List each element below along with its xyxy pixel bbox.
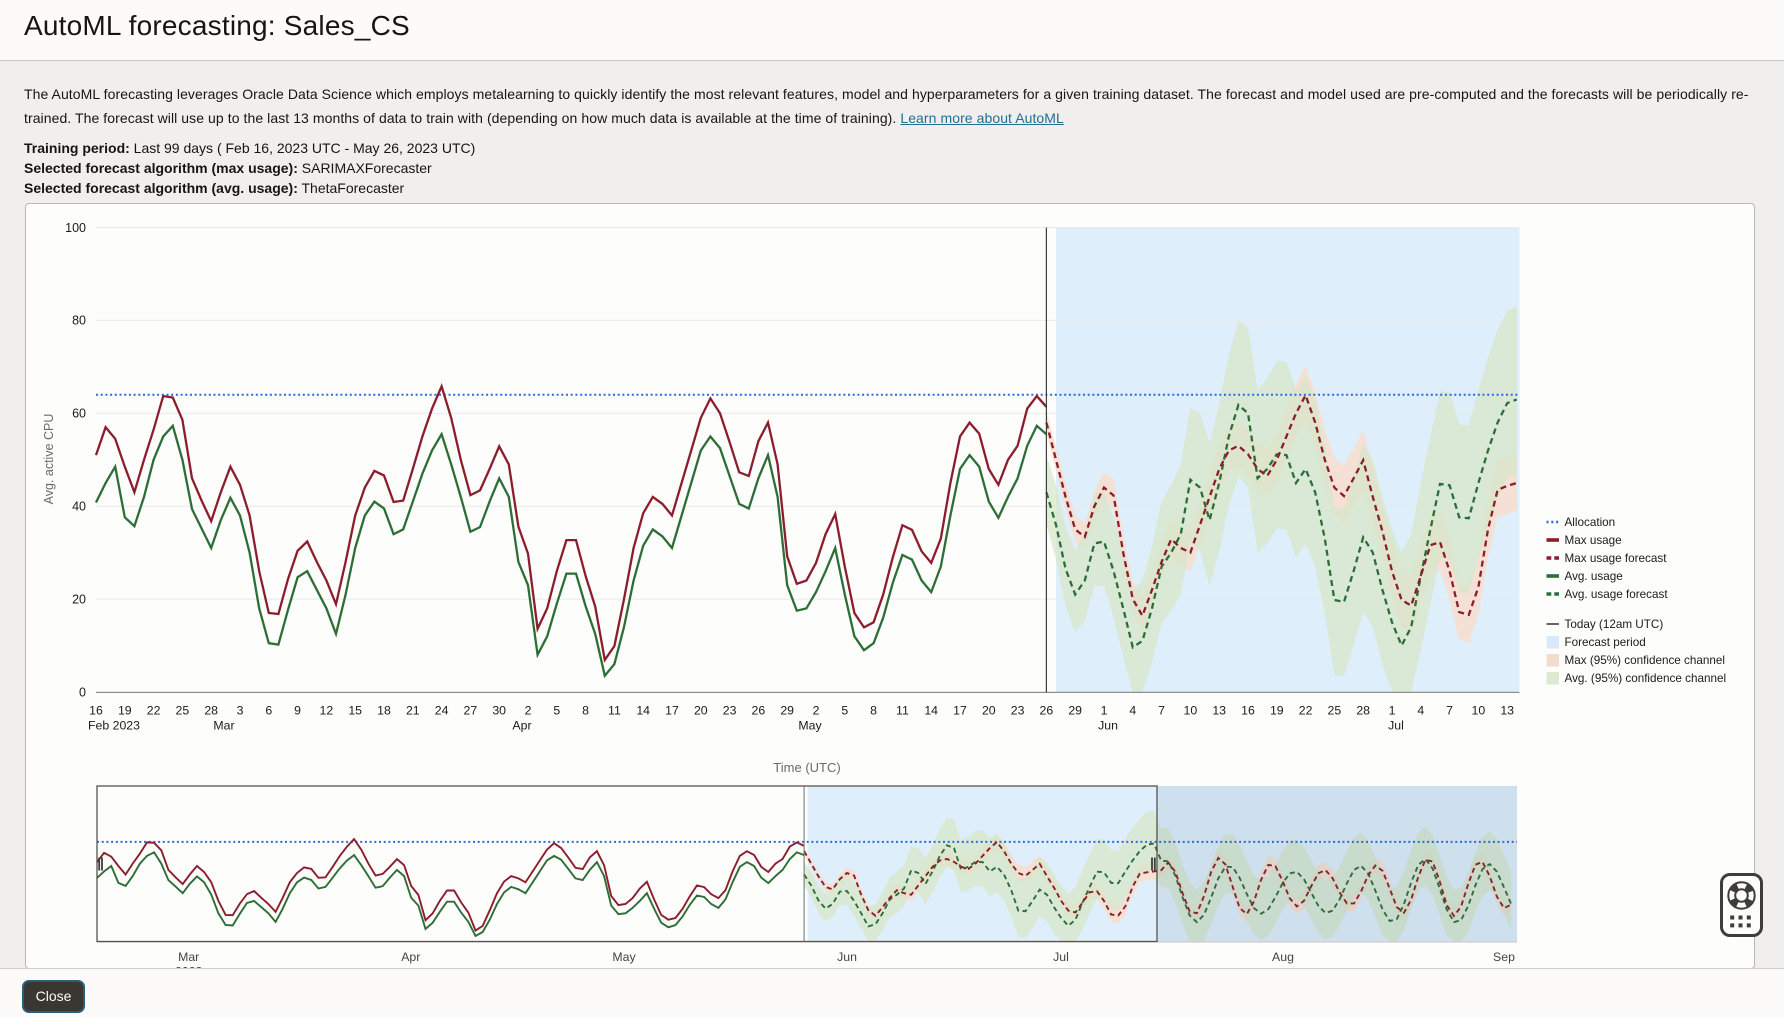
svg-text:15: 15 xyxy=(348,704,362,718)
svg-text:2: 2 xyxy=(525,704,532,718)
svg-text:Allocation: Allocation xyxy=(1565,516,1616,529)
svg-text:17: 17 xyxy=(953,704,967,718)
svg-text:Jul: Jul xyxy=(1388,719,1404,733)
svg-text:Jun: Jun xyxy=(1098,719,1118,733)
svg-text:13: 13 xyxy=(1500,704,1514,718)
svg-text:2: 2 xyxy=(813,704,820,718)
svg-text:20: 20 xyxy=(982,704,996,718)
svg-text:5: 5 xyxy=(553,704,560,718)
svg-text:Feb 2023: Feb 2023 xyxy=(88,719,140,733)
svg-text:26: 26 xyxy=(752,704,766,718)
svg-text:Apr: Apr xyxy=(512,719,531,733)
svg-text:30: 30 xyxy=(492,704,506,718)
svg-text:Mar: Mar xyxy=(213,719,234,733)
svg-text:13: 13 xyxy=(1212,704,1226,718)
svg-text:40: 40 xyxy=(72,500,86,514)
svg-text:29: 29 xyxy=(780,704,794,718)
svg-text:6: 6 xyxy=(265,704,272,718)
svg-text:24: 24 xyxy=(435,704,449,718)
svg-text:Today (12am UTC): Today (12am UTC) xyxy=(1565,618,1664,631)
svg-text:27: 27 xyxy=(464,704,478,718)
svg-text:28: 28 xyxy=(204,704,218,718)
svg-text:16: 16 xyxy=(1241,704,1255,718)
svg-text:May: May xyxy=(798,719,822,733)
svg-text:0: 0 xyxy=(79,685,86,699)
svg-text:Max usage: Max usage xyxy=(1565,534,1622,547)
svg-text:7: 7 xyxy=(1446,704,1453,718)
svg-text:19: 19 xyxy=(118,704,132,718)
svg-text:Max usage forecast: Max usage forecast xyxy=(1565,552,1668,565)
svg-text:1: 1 xyxy=(1389,704,1396,718)
svg-text:Sep: Sep xyxy=(1493,950,1515,964)
svg-text:20: 20 xyxy=(72,592,86,606)
svg-text:21: 21 xyxy=(406,704,420,718)
svg-text:1: 1 xyxy=(1101,704,1108,718)
svg-text:10: 10 xyxy=(1184,704,1198,718)
svg-text:14: 14 xyxy=(636,704,650,718)
svg-text:May: May xyxy=(612,950,636,964)
svg-text:29: 29 xyxy=(1068,704,1082,718)
svg-text:Aug: Aug xyxy=(1272,950,1294,964)
svg-text:Avg. usage: Avg. usage xyxy=(1565,570,1623,583)
svg-text:8: 8 xyxy=(870,704,877,718)
svg-text:10: 10 xyxy=(1472,704,1486,718)
svg-text:Jun: Jun xyxy=(837,950,857,964)
svg-text:26: 26 xyxy=(1040,704,1054,718)
svg-text:Max (95%) confidence channel: Max (95%) confidence channel xyxy=(1565,654,1725,667)
svg-text:9: 9 xyxy=(294,704,301,718)
svg-text:80: 80 xyxy=(72,314,86,328)
svg-text:Avg. usage forecast: Avg. usage forecast xyxy=(1565,588,1669,601)
svg-text:5: 5 xyxy=(841,704,848,718)
svg-text:23: 23 xyxy=(1011,704,1025,718)
svg-text:4: 4 xyxy=(1129,704,1136,718)
svg-text:25: 25 xyxy=(1328,704,1342,718)
svg-text:25: 25 xyxy=(176,704,190,718)
svg-text:22: 22 xyxy=(147,704,161,718)
svg-text:11: 11 xyxy=(608,704,621,718)
svg-text:3: 3 xyxy=(237,704,244,718)
svg-text:17: 17 xyxy=(665,704,679,718)
svg-text:Avg. active CPU: Avg. active CPU xyxy=(42,414,56,505)
svg-text:4: 4 xyxy=(1417,704,1424,718)
svg-text:18: 18 xyxy=(377,704,391,718)
svg-text:19: 19 xyxy=(1270,704,1284,718)
svg-text:16: 16 xyxy=(89,704,103,718)
svg-text:14: 14 xyxy=(924,704,938,718)
svg-text:Mar: Mar xyxy=(178,950,199,964)
svg-text:Apr: Apr xyxy=(401,950,420,964)
svg-text:12: 12 xyxy=(320,704,334,718)
svg-text:Time (UTC): Time (UTC) xyxy=(773,760,840,775)
svg-text:22: 22 xyxy=(1299,704,1313,718)
svg-text:2023: 2023 xyxy=(175,965,203,979)
svg-text:Jul: Jul xyxy=(1053,950,1069,964)
svg-text:60: 60 xyxy=(72,407,86,421)
svg-text:Forecast period: Forecast period xyxy=(1565,636,1646,649)
svg-text:Avg. (95%) confidence channel: Avg. (95%) confidence channel xyxy=(1565,672,1727,685)
svg-text:100: 100 xyxy=(65,221,86,235)
svg-text:11: 11 xyxy=(896,704,909,718)
svg-text:20: 20 xyxy=(694,704,708,718)
svg-text:28: 28 xyxy=(1356,704,1370,718)
svg-text:8: 8 xyxy=(582,704,589,718)
svg-text:7: 7 xyxy=(1158,704,1165,718)
svg-text:23: 23 xyxy=(723,704,737,718)
